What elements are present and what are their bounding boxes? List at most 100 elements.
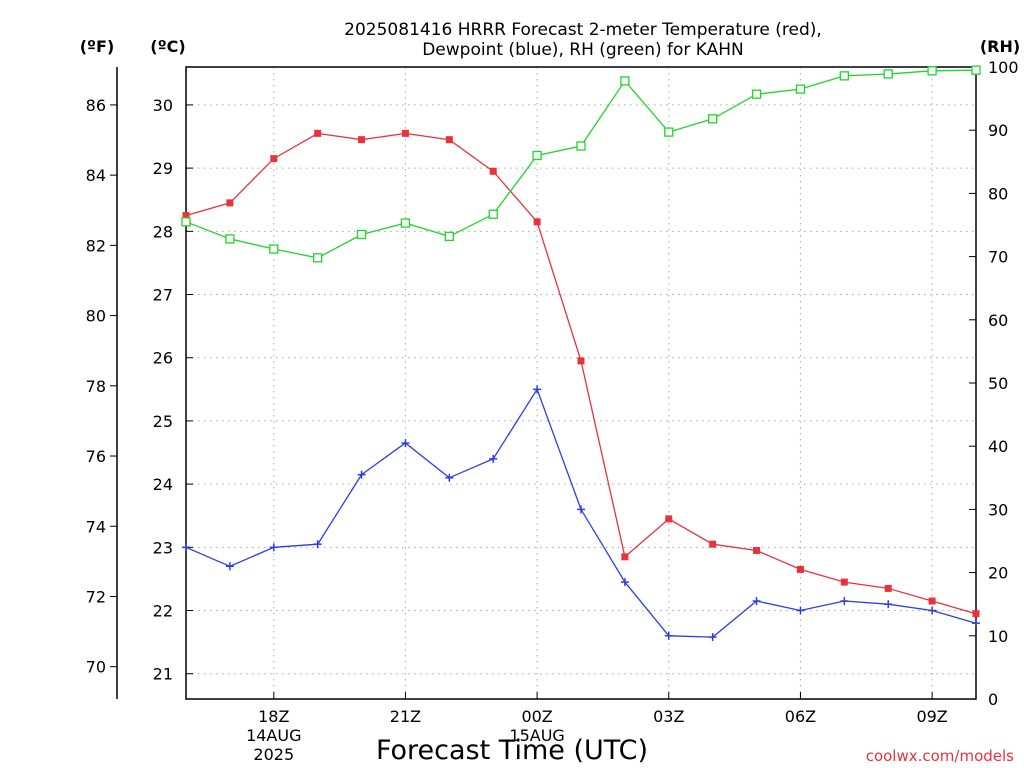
x-tick-label: 06Z [785, 707, 816, 726]
temperature-point [270, 155, 278, 163]
dewpoint-point [752, 597, 761, 606]
dewpoint-point [445, 473, 454, 482]
dewpoint-point [225, 562, 234, 571]
rh-tick-label: 50 [988, 374, 1008, 393]
temperature-point [796, 565, 804, 573]
plot-frame [185, 66, 977, 700]
x-tick-label: 03Z [653, 707, 684, 726]
rh-tick-label: 10 [988, 627, 1008, 646]
rh-point [927, 66, 937, 76]
temperature-point [753, 546, 761, 554]
rh-tick-label: 70 [988, 248, 1008, 267]
rh-tick-label: 100 [988, 58, 1019, 77]
rh-point [225, 234, 235, 244]
fahrenheit-tick-label: 76 [86, 447, 106, 466]
x-tick-label: 09Z [916, 707, 947, 726]
celsius-tick-label: 22 [153, 602, 173, 621]
fahrenheit-tick-label: 80 [86, 307, 106, 326]
celsius-tick-label: 30 [153, 96, 173, 115]
rh-point [400, 218, 411, 228]
temperature-point [314, 129, 322, 137]
celsius-tick-label: 26 [153, 349, 173, 368]
temperature-point [445, 136, 453, 144]
temperature-point [182, 212, 190, 220]
x-tick-date: 15AUG [509, 726, 564, 745]
dewpoint-point [928, 606, 937, 615]
x-tick-label: 18Z [258, 707, 289, 726]
x-tick-label: 21Z [390, 707, 421, 726]
data-series [181, 65, 981, 642]
axes [110, 66, 977, 700]
rh-point [181, 217, 191, 227]
x-tick-label: 00Z [521, 707, 552, 726]
rh-point [971, 65, 981, 75]
fahrenheit-unit-label: (ºF) [80, 37, 115, 56]
rh-tick-label: 80 [988, 184, 1008, 203]
fahrenheit-tick-label: 74 [86, 517, 106, 536]
rh-point [356, 229, 367, 240]
celsius-tick-label: 24 [153, 475, 173, 494]
temperature-point [928, 597, 936, 605]
rh-point [795, 84, 806, 94]
x-tick-date: 14AUG [246, 726, 301, 745]
dewpoint-point [884, 600, 893, 609]
celsius-unit-label: (ºC) [150, 37, 185, 56]
dewpoint-point [796, 606, 805, 615]
tick-labels: 21 22 23 24 25 26 27 28 29 30 70 72 74 76 78 80 82 84 86 0 1… [86, 58, 1019, 764]
rh-point [313, 253, 323, 263]
temperature-point [489, 167, 497, 175]
rh-tick-label: 40 [988, 437, 1008, 456]
chart-title-line-2: Dewpoint (blue), RH (green) for KAHN [422, 40, 744, 60]
dewpoint-point [533, 385, 542, 394]
rh-point [444, 231, 454, 242]
x-tick-year: 2025 [253, 745, 294, 764]
temperature-point [709, 540, 717, 548]
rh-point [576, 141, 586, 151]
temperature-point [401, 129, 409, 137]
dewpoint-point [313, 540, 322, 549]
x-axis-label: Forecast Time (UTC) [376, 735, 648, 766]
chart-title-line-1: 2025081416 HRRR Forecast 2-meter Tempera… [344, 20, 822, 40]
rh-point [488, 209, 498, 219]
temperature-line [185, 132, 977, 615]
rh-point [883, 69, 893, 79]
rh-line [185, 69, 977, 259]
temperature-point [972, 610, 980, 618]
rh-unit-label: (RH) [980, 37, 1020, 56]
dewpoint-point [269, 543, 278, 552]
dewpoint-point [972, 619, 980, 628]
rh-tick-label: 30 [988, 500, 1008, 519]
dewpoint-point [401, 439, 410, 448]
fahrenheit-tick-label: 72 [86, 587, 106, 606]
celsius-tick-label: 23 [153, 538, 173, 557]
dewpoint-point [577, 505, 585, 514]
rh-tick-label: 90 [988, 121, 1008, 140]
dewpoint-point [489, 454, 498, 463]
rh-point [532, 150, 542, 161]
fahrenheit-tick-label: 78 [86, 377, 106, 396]
rh-point [751, 89, 762, 99]
temperature-point [840, 578, 848, 586]
rh-tick-label: 0 [988, 690, 998, 709]
temperature-point [577, 357, 585, 365]
dewpoint-point [357, 470, 366, 479]
celsius-tick-label: 27 [153, 286, 173, 305]
rh-point [708, 114, 718, 124]
celsius-tick-label: 29 [153, 159, 173, 178]
temperature-point [358, 136, 366, 144]
rh-tick-label: 60 [988, 311, 1008, 330]
temperature-point [621, 553, 629, 561]
dewpoint-point [620, 578, 629, 587]
temperature-point [533, 218, 541, 226]
celsius-tick-label: 28 [153, 222, 173, 241]
fahrenheit-tick-label: 86 [86, 96, 106, 115]
temperature-point [226, 199, 234, 207]
celsius-tick-label: 21 [153, 665, 173, 684]
grid-lines [186, 67, 976, 699]
rh-tick-label: 20 [988, 564, 1008, 583]
dewpoint-point [664, 631, 673, 640]
celsius-tick-label: 25 [153, 412, 173, 431]
dewpoint-point [182, 543, 190, 552]
dewpoint-point [708, 633, 717, 642]
